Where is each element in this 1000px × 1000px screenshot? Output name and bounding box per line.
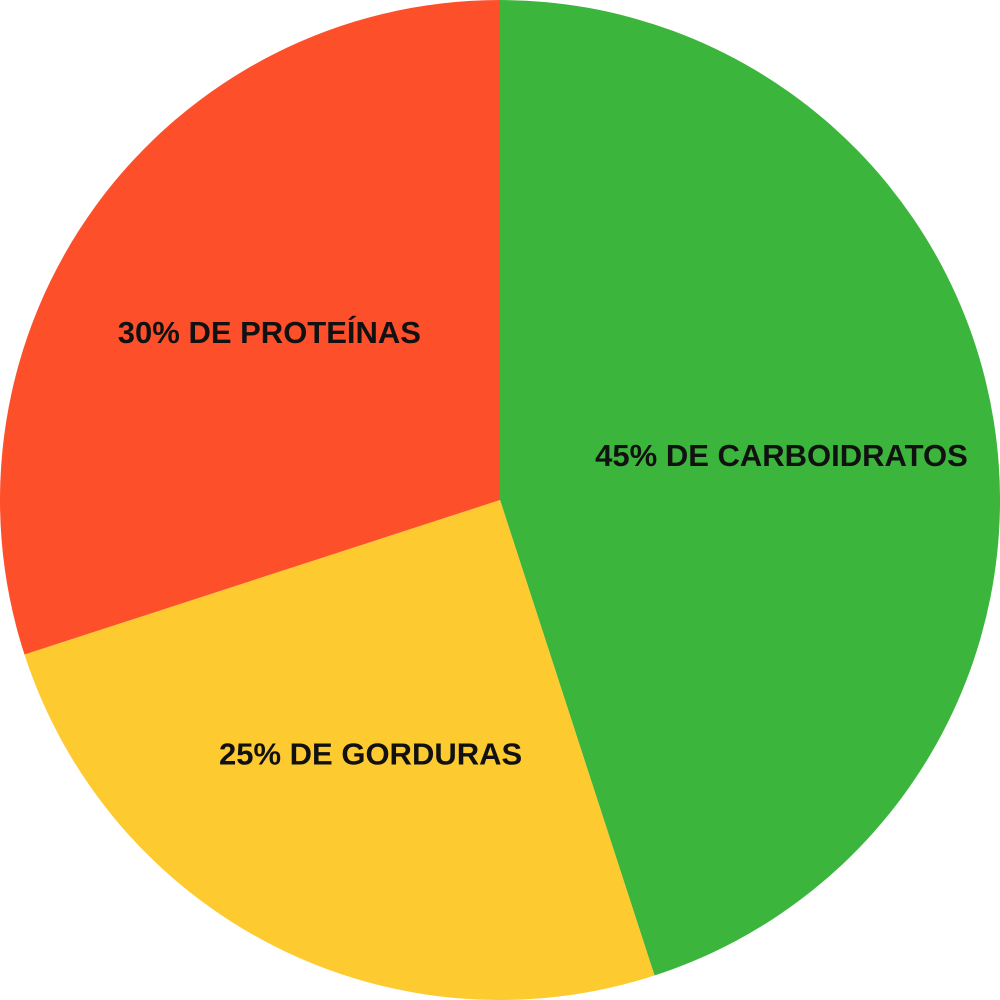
pie-slice-2 [0,0,500,655]
pie-slice-label-1: 25% DE GORDURAS [219,736,522,771]
pie-slice-0 [500,0,1000,976]
pie-slice-1 [24,500,655,1000]
pie-slice-label-2: 30% DE PROTEÍNAS [118,315,421,350]
pie-labels: 45% DE CARBOIDRATOS 25% DE GORDURAS 30% DE… [118,315,968,771]
pie-slice-label-0: 45% DE CARBOIDRATOS [595,438,968,473]
